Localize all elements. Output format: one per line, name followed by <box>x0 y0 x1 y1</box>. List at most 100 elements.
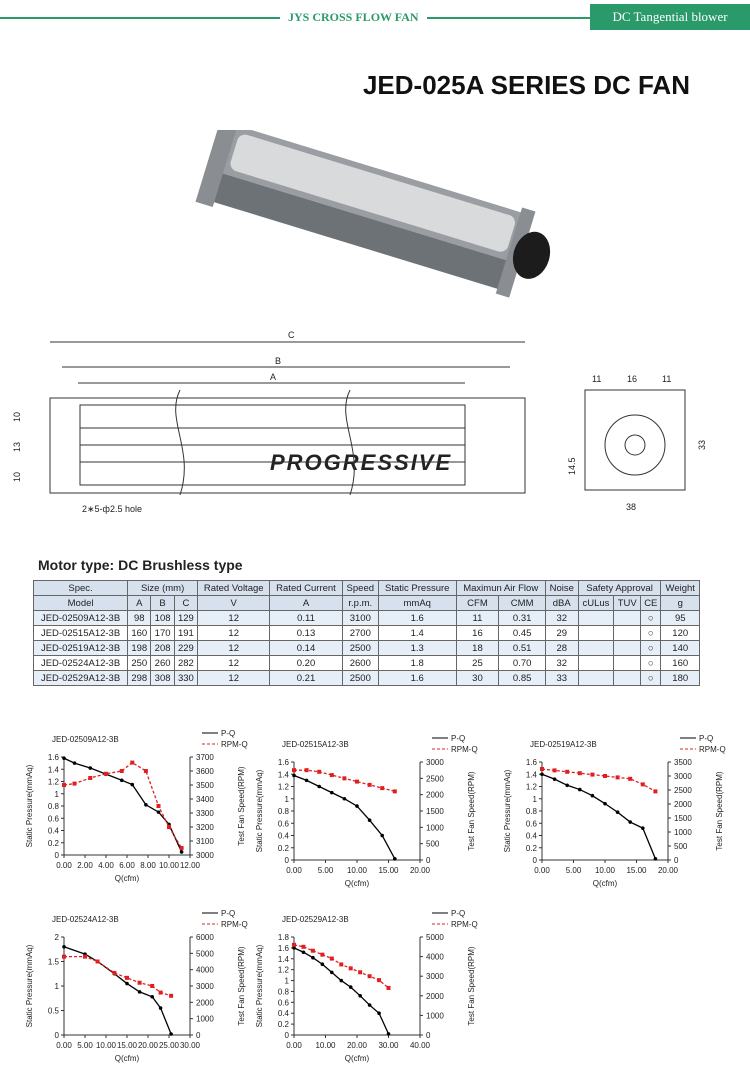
point <box>125 981 129 986</box>
y2-axis-label: Test Fan Speed(RPM) <box>467 946 476 1025</box>
y2-tick-label: 2500 <box>674 786 692 795</box>
point <box>119 769 124 773</box>
point <box>317 784 321 789</box>
y-axis-label: Static Pressure(mmAq) <box>25 944 34 1027</box>
table-cell: JED-02515A12-3B <box>32 625 129 641</box>
empty-cell <box>613 625 642 641</box>
header-cell: Safety Approval <box>577 580 662 596</box>
y-tick-label: 0.8 <box>278 987 290 996</box>
empty-cell <box>577 670 615 686</box>
point <box>150 984 155 988</box>
product-photo <box>195 130 551 298</box>
table-cell: 330 <box>173 670 199 686</box>
point <box>358 970 363 975</box>
point <box>653 789 658 794</box>
side-circle <box>604 414 666 476</box>
y-tick-label: 1 <box>55 982 60 991</box>
table-cell: 0.31 <box>498 610 546 626</box>
table-cell: 28 <box>544 640 579 656</box>
point <box>137 990 142 994</box>
point <box>377 978 382 983</box>
hole-note: 2∗5-ф2.5 hole <box>82 504 142 514</box>
chart: JED-02529A12-3B0.00 10.00 20.00 30.00 40.000… <box>255 909 478 1063</box>
y2-tick-label: 6000 <box>196 933 214 942</box>
x-tick-label: 15.00 <box>378 866 399 875</box>
point <box>640 782 645 787</box>
legend-label: P-Q <box>451 909 465 918</box>
y-tick-label: 0.6 <box>526 819 538 828</box>
y2-tick-label: 2000 <box>196 998 214 1007</box>
table-cell: 198 <box>127 640 152 656</box>
point <box>392 789 397 794</box>
y-tick-label: 0.4 <box>526 832 538 841</box>
spec-table: Spec. Size (mm) Rated Voltage Rated Current… <box>32 580 700 686</box>
table-cell: 2500 <box>341 640 379 656</box>
empty-cell <box>613 610 642 626</box>
chart-title: JED-02519A12-3B <box>530 740 597 749</box>
point <box>552 777 557 781</box>
header-cell: cULus <box>577 595 615 611</box>
empty-cell <box>577 625 615 641</box>
table-cell: ○ <box>640 655 662 671</box>
x-tick-label: 20.00 <box>658 866 679 875</box>
x-tick-label: 40.00 <box>410 1041 431 1050</box>
point <box>310 948 315 953</box>
point <box>628 776 633 781</box>
point <box>615 775 620 780</box>
y-tick-label: 1.5 <box>48 958 60 967</box>
y2-tick-label: 1000 <box>196 1015 214 1024</box>
header-cell: Spec. <box>32 580 129 596</box>
table-cell: 0.14 <box>269 640 343 656</box>
point <box>386 985 391 990</box>
point <box>317 769 322 774</box>
point <box>179 846 184 850</box>
axis <box>63 757 191 856</box>
break-mark <box>175 389 355 496</box>
y-tick-label: 0.4 <box>278 1009 290 1018</box>
table-cell: 2600 <box>341 655 379 671</box>
chart-title: JED-02509A12-3B <box>52 735 119 744</box>
point <box>62 756 66 761</box>
y-tick-label: 0.8 <box>278 807 290 816</box>
point <box>62 954 66 959</box>
chart-title: JED-02529A12-3B <box>282 915 349 924</box>
point <box>540 767 544 771</box>
table-row: JED-02515A12-3B 160 170 191 12 0.13 2700 1.4 16 0… <box>32 625 700 641</box>
table-cell: JED-02524A12-3B <box>32 655 129 671</box>
table-cell: 0.11 <box>269 610 343 626</box>
point <box>367 974 372 979</box>
y-tick-label: 0 <box>533 856 538 865</box>
point <box>143 769 148 773</box>
x-tick-label: 2.00 <box>77 861 93 870</box>
point <box>615 810 620 815</box>
dim-label: B <box>275 356 281 366</box>
y2-axis-label: Test Fan Speed(RPM) <box>715 771 724 850</box>
x-tick-label: 30.00 <box>378 1041 399 1050</box>
point <box>367 1003 372 1007</box>
table-cell: 18 <box>455 640 500 656</box>
header-cell: Maximun Air Flow <box>455 580 546 596</box>
y2-tick-label: 3000 <box>674 772 692 781</box>
y2-tick-label: 500 <box>426 840 440 849</box>
table-cell: 3100 <box>341 610 379 626</box>
point <box>540 772 544 777</box>
point <box>292 942 296 947</box>
y2-tick-label: 1500 <box>674 814 692 823</box>
y2-tick-label: 3100 <box>196 837 214 846</box>
table-cell: ○ <box>640 610 662 626</box>
table-cell: JED-02509A12-3B <box>32 610 129 626</box>
point <box>377 1011 381 1016</box>
x-tick-label: 15.00 <box>626 866 647 875</box>
empty-cell <box>577 640 615 656</box>
y-tick-label: 1 <box>285 795 290 804</box>
table-cell: 0.51 <box>498 640 546 656</box>
header-cell: V <box>197 595 271 611</box>
y2-axis-label: Test Fan Speed(RPM) <box>237 766 246 845</box>
point <box>565 783 569 788</box>
point <box>565 769 570 774</box>
table-cell: 170 <box>150 625 175 641</box>
y2-tick-label: 0 <box>426 856 431 865</box>
table-row: JED-02524A12-3B 250 260 282 12 0.20 2600 1.8 25 0… <box>32 655 700 671</box>
x-tick-label: 20.00 <box>138 1041 159 1050</box>
point <box>358 994 362 998</box>
